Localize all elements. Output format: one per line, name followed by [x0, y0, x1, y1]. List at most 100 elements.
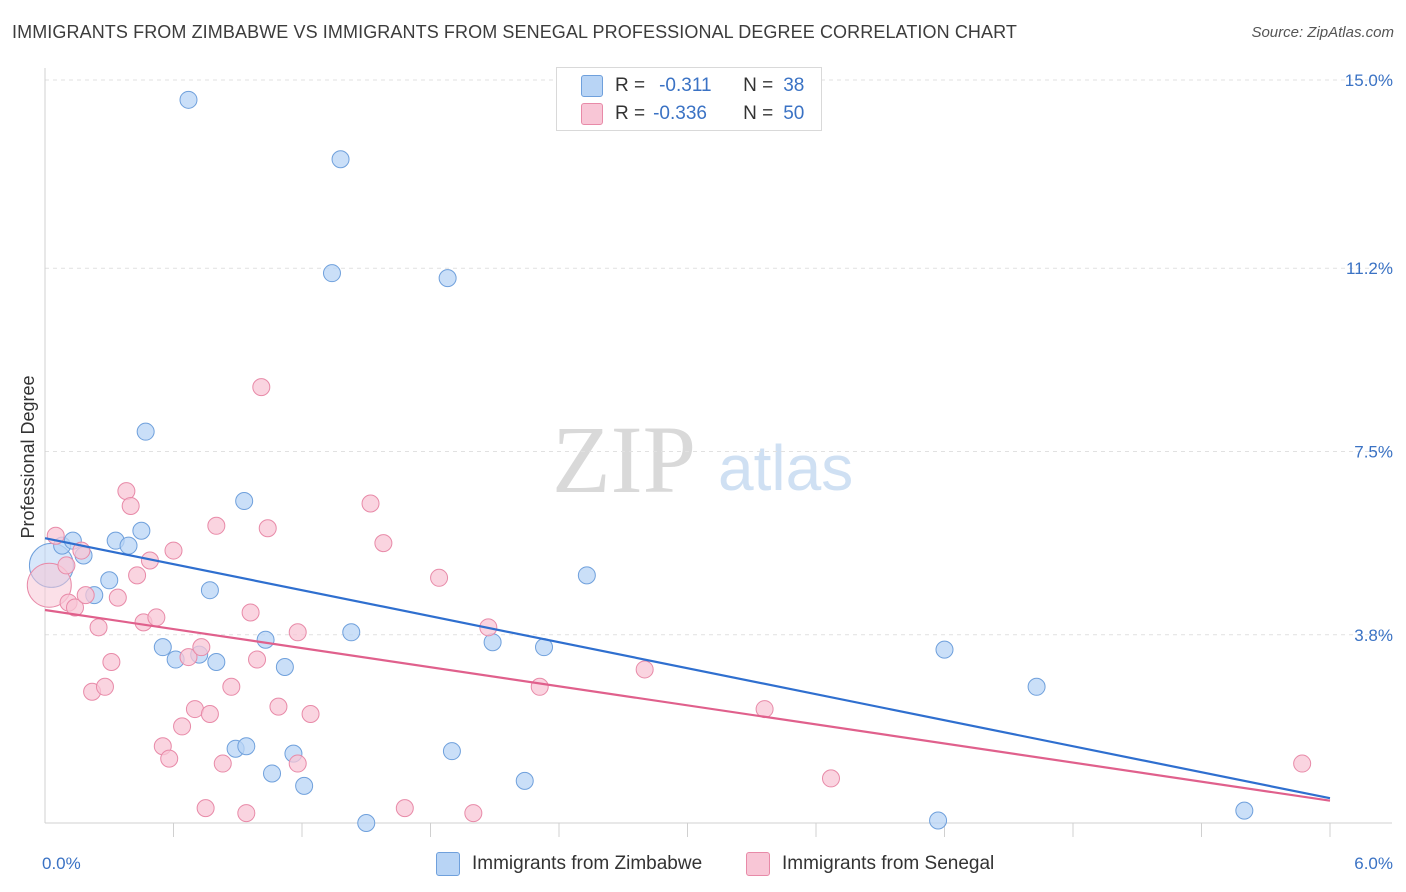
point-senegal: [635, 660, 654, 679]
legend-n-senegal: 50: [783, 103, 805, 124]
point-zimbabwe: [200, 581, 219, 600]
point-senegal: [108, 588, 127, 607]
legend-n-label: N =: [743, 75, 774, 96]
point-senegal: [269, 697, 288, 716]
tick-labels: 3.8% 7.5% 11.2% 15.0% 0.0% 6.0%: [42, 71, 1393, 873]
point-zimbabwe: [929, 811, 948, 830]
chart-title: IMMIGRANTS FROM ZIMBABWE VS IMMIGRANTS F…: [12, 22, 1017, 42]
point-senegal: [258, 519, 277, 538]
point-zimbabwe: [322, 264, 341, 283]
axes: [44, 68, 1392, 837]
point-zimbabwe: [935, 640, 954, 659]
point-senegal: [252, 378, 271, 397]
point-zimbabwe: [207, 653, 226, 672]
legend-n-zimbabwe: 38: [783, 75, 805, 96]
bottom-label-senegal: Immigrants from Senegal: [782, 853, 995, 874]
trend-line-zimbabwe: [44, 537, 1331, 800]
legend-swatch-zimbabwe: [581, 75, 603, 97]
point-zimbabwe: [442, 742, 461, 761]
point-zimbabwe: [483, 633, 502, 652]
point-senegal: [121, 496, 140, 515]
legend-row-senegal: R = -0.336 N = 50: [581, 101, 804, 127]
source-label: Source: ZipAtlas.com: [1251, 24, 1394, 41]
trend-lines: [44, 537, 1331, 802]
point-senegal: [57, 556, 76, 575]
point-senegal: [26, 562, 72, 608]
point-senegal: [464, 804, 483, 823]
point-zimbabwe: [295, 776, 314, 795]
point-zimbabwe: [235, 492, 254, 511]
watermark-zip: ZIP: [552, 406, 696, 513]
point-senegal: [65, 598, 84, 617]
y-tick-label: 15.0%: [1345, 71, 1393, 90]
legend-r-senegal: -0.336: [653, 103, 707, 124]
point-zimbabwe: [237, 737, 256, 756]
legend-r-label: R =: [615, 103, 646, 124]
point-zimbabwe: [179, 90, 198, 109]
point-senegal: [117, 482, 136, 501]
point-zimbabwe: [153, 638, 172, 657]
point-senegal: [179, 648, 198, 667]
y-tick-label: 11.2%: [1346, 259, 1393, 278]
point-senegal: [213, 754, 232, 773]
point-senegal: [374, 534, 393, 553]
bottom-swatch-senegal: [746, 852, 770, 876]
point-senegal: [288, 754, 307, 773]
point-senegal: [821, 769, 840, 788]
point-senegal: [196, 799, 215, 818]
point-senegal: [147, 608, 166, 627]
trend-line-senegal: [44, 608, 1331, 802]
point-zimbabwe: [357, 814, 376, 832]
point-senegal: [185, 700, 204, 719]
point-zimbabwe: [256, 630, 275, 649]
point-zimbabwe: [438, 269, 457, 288]
bottom-legend-senegal: Immigrants from Senegal: [746, 852, 994, 876]
point-senegal: [222, 677, 241, 696]
point-zimbabwe: [263, 764, 282, 783]
point-zimbabwe: [119, 536, 138, 555]
watermark: ZIP atlas: [552, 406, 853, 513]
point-senegal: [128, 566, 147, 585]
point-senegal: [76, 586, 95, 605]
point-senegal: [102, 653, 121, 672]
point-senegal: [237, 804, 256, 823]
point-zimbabwe: [100, 571, 119, 590]
legend-n-label: N =: [743, 103, 774, 124]
y-tick-label: 3.8%: [1354, 626, 1393, 645]
point-senegal: [173, 717, 192, 736]
correlation-legend: R = -0.311 N = 38 R = -0.336 N = 50: [556, 67, 822, 131]
point-senegal: [395, 799, 414, 818]
point-zimbabwe: [1235, 801, 1254, 820]
point-senegal: [241, 603, 260, 622]
y-tick-label: 7.5%: [1354, 443, 1393, 462]
point-zimbabwe: [1027, 677, 1046, 696]
x-tick-label: 0.0%: [42, 854, 81, 873]
point-senegal: [164, 541, 183, 560]
legend-r-zimbabwe: -0.311: [659, 75, 712, 96]
point-senegal: [95, 677, 114, 696]
point-senegal: [361, 494, 380, 513]
bottom-label-zimbabwe: Immigrants from Zimbabwe: [472, 853, 703, 874]
legend-r-label: R =: [615, 75, 646, 96]
point-zimbabwe: [577, 566, 596, 585]
point-zimbabwe: [342, 623, 361, 642]
point-zimbabwe: [132, 521, 151, 540]
point-zimbabwe: [515, 771, 534, 790]
point-senegal: [89, 618, 108, 637]
point-zimbabwe: [331, 150, 350, 169]
legend-swatch-senegal: [581, 103, 603, 125]
point-senegal: [248, 650, 267, 669]
y-axis-label: Professional Degree: [18, 375, 38, 538]
point-zimbabwe: [136, 422, 155, 441]
point-senegal: [530, 677, 549, 696]
point-senegal: [288, 623, 307, 642]
x-tick-label: 6.0%: [1354, 854, 1393, 873]
point-zimbabwe: [275, 657, 294, 676]
bottom-swatch-zimbabwe: [436, 852, 460, 876]
point-senegal: [200, 705, 219, 724]
point-senegal: [207, 516, 226, 535]
point-senegal: [301, 705, 320, 724]
point-senegal: [430, 568, 449, 587]
gridlines: [45, 79, 1392, 636]
